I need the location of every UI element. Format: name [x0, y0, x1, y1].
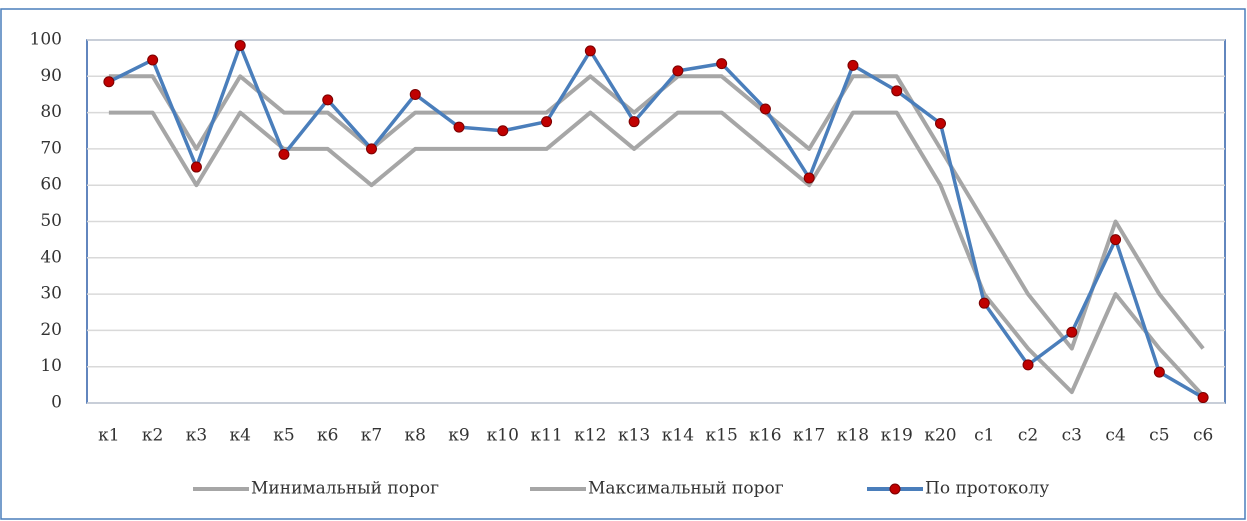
data-point	[1110, 234, 1122, 246]
y-tick-label: 60	[40, 175, 62, 195]
data-point	[978, 297, 990, 309]
data-point	[891, 85, 903, 97]
series-line	[108, 74, 1205, 351]
data-point	[190, 161, 202, 173]
x-tick-label: с6	[1193, 426, 1213, 446]
x-tick-label: к17	[793, 426, 825, 446]
data-point	[147, 54, 159, 66]
data-point	[935, 117, 946, 129]
x-tick-label: к19	[881, 426, 913, 446]
y-tick-label: 40	[40, 247, 62, 267]
x-tick-label: к1	[98, 426, 119, 446]
data-point	[1153, 366, 1165, 378]
data-point	[541, 116, 553, 128]
series-line	[108, 110, 1205, 398]
x-tick-label: к6	[317, 426, 338, 446]
data-point	[847, 59, 859, 71]
y-tick-label: 50	[40, 211, 62, 231]
y-tick-label: 10	[40, 356, 62, 376]
data-point	[628, 116, 640, 128]
data-point	[1066, 326, 1078, 338]
x-tick-label: к9	[448, 426, 469, 446]
x-tick-label: к11	[530, 426, 562, 446]
x-tick-label: к13	[618, 426, 650, 446]
y-tick-label: 90	[40, 66, 62, 86]
x-tick-label: к5	[273, 426, 294, 446]
chart-border	[0, 8, 1246, 520]
y-tick-label: 30	[40, 284, 62, 304]
x-tick-label: к12	[574, 426, 606, 446]
data-point	[322, 94, 334, 106]
legend-label: По протоколу	[925, 479, 1049, 499]
x-tick-label: к18	[837, 426, 869, 446]
y-tick-label: 20	[40, 320, 62, 340]
x-tick-label: к10	[487, 426, 519, 446]
x-tick-label: к16	[749, 426, 781, 446]
data-point	[234, 39, 246, 51]
x-tick-label: к20	[924, 426, 956, 446]
legend-label: Максимальный порог	[588, 479, 784, 499]
x-tick-label: с1	[974, 426, 994, 446]
legend-marker	[889, 483, 901, 495]
data-point	[366, 143, 377, 155]
data-point	[497, 125, 509, 137]
x-tick-label: к2	[142, 426, 163, 446]
y-tick-label: 100	[30, 30, 62, 50]
x-tick-label: с4	[1105, 426, 1125, 446]
legend-label: Минимальный порог	[251, 479, 439, 499]
x-tick-label: с5	[1149, 426, 1169, 446]
data-point	[1197, 392, 1209, 404]
y-tick-label: 70	[40, 138, 62, 158]
x-tick-label: к8	[405, 426, 426, 446]
data-point	[672, 65, 684, 77]
data-point	[803, 172, 815, 184]
x-tick-label: к14	[662, 426, 694, 446]
data-point	[759, 103, 771, 115]
data-point	[278, 148, 290, 160]
x-tick-label: к7	[361, 426, 382, 446]
data-point	[453, 121, 465, 133]
x-tick-label: к4	[229, 426, 250, 446]
data-point	[584, 45, 596, 57]
data-point	[716, 58, 728, 70]
data-point	[409, 88, 421, 100]
series-line	[108, 43, 1204, 400]
data-point	[103, 76, 115, 88]
y-tick-label: 80	[40, 102, 62, 122]
x-tick-label: с2	[1018, 426, 1038, 446]
x-tick-label: к15	[706, 426, 738, 446]
y-tick-label: 0	[51, 393, 62, 413]
x-tick-label: с3	[1062, 426, 1082, 446]
x-tick-label: к3	[186, 426, 207, 446]
data-point	[1022, 359, 1034, 371]
